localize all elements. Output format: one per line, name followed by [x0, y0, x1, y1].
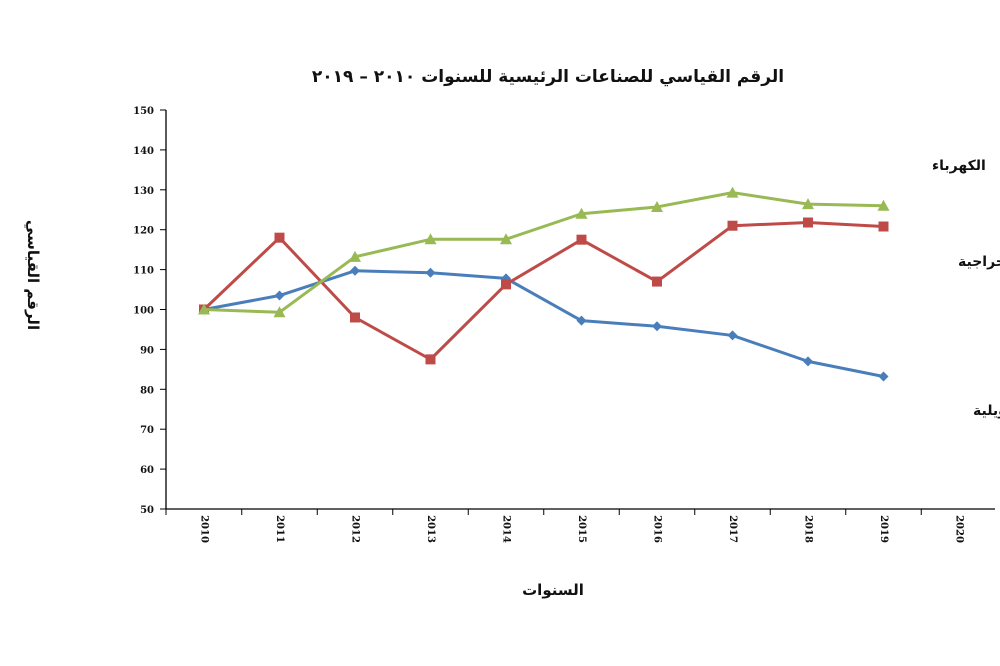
series-label: الصناعات الاستخراجية: [958, 254, 1000, 270]
x-tick-label: 2012: [350, 515, 361, 543]
y-tick-label: 130: [133, 186, 154, 197]
chart-title: الرقم القياسي للصناعات الرئيسية للسنوات …: [312, 67, 784, 87]
data-point: [727, 220, 738, 231]
data-point: [727, 330, 738, 341]
data-point: [425, 267, 436, 278]
series-label: الصناعات التحويلية: [973, 403, 1000, 419]
data-point: [652, 321, 662, 332]
y-tick-label: 100: [133, 306, 154, 317]
x-tick-label: 2010: [199, 515, 210, 543]
data-point: [576, 234, 587, 245]
x-tick-label: 2015: [576, 515, 587, 543]
data-point: [274, 290, 285, 301]
y-tick-label: 90: [140, 345, 154, 356]
data-point: [425, 354, 436, 365]
data-point: [350, 265, 360, 276]
data-point: [576, 315, 587, 326]
data-point: [651, 200, 663, 212]
y-tick-label: 60: [140, 465, 154, 476]
series-line: [202, 221, 884, 361]
x-tick-label: 2014: [501, 515, 512, 543]
data-point: [274, 232, 285, 243]
data-point: [878, 221, 889, 232]
data-point: [501, 279, 511, 290]
x-tick-label: 2011: [274, 515, 285, 543]
y-tick-label: 150: [133, 106, 154, 117]
data-point: [424, 233, 437, 245]
data-point: [349, 250, 361, 262]
y-tick-label: 140: [133, 146, 154, 157]
x-tick-label: 2016: [652, 515, 663, 543]
data-point: [877, 199, 890, 211]
axes: 50 60 70 80 90 100 110 120 130 140 150 2010 2011 2012…: [133, 106, 995, 543]
y-tick-label: 70: [140, 425, 154, 436]
data-point: [803, 217, 813, 228]
x-axis-title: السنوات: [522, 581, 584, 599]
y-tick-label: 50: [140, 505, 154, 516]
data-point: [802, 198, 814, 210]
data-point: [575, 207, 588, 219]
y-axis-title: الرقم القياسي: [24, 220, 42, 330]
x-tick-label: 2018: [803, 515, 814, 543]
series-diamond: [199, 265, 889, 382]
data-point: [350, 312, 360, 323]
y-tick-label: 110: [133, 266, 154, 277]
series-layer: [198, 186, 890, 382]
y-tick-label: 120: [133, 226, 154, 237]
x-tick-label: 2020: [954, 515, 965, 543]
series-triangle: [198, 186, 890, 318]
x-tick-label: 2013: [425, 515, 436, 543]
data-point: [878, 371, 889, 382]
data-point: [726, 186, 739, 198]
series-square: [199, 217, 889, 365]
series-labels: الصناعات التحويلية الصناعات الاستخراجية ال…: [932, 158, 1000, 419]
series-line: [203, 269, 884, 379]
series-line: [203, 191, 884, 314]
data-point: [652, 276, 662, 287]
data-point: [803, 356, 813, 367]
x-tick-label: 2017: [727, 515, 738, 543]
series-label: الكهرباء: [932, 158, 986, 174]
data-point: [500, 233, 512, 245]
y-tick-label: 80: [140, 385, 154, 396]
data-point: [198, 303, 210, 315]
data-point: [273, 306, 286, 318]
x-tick-label: 2019: [878, 515, 889, 543]
